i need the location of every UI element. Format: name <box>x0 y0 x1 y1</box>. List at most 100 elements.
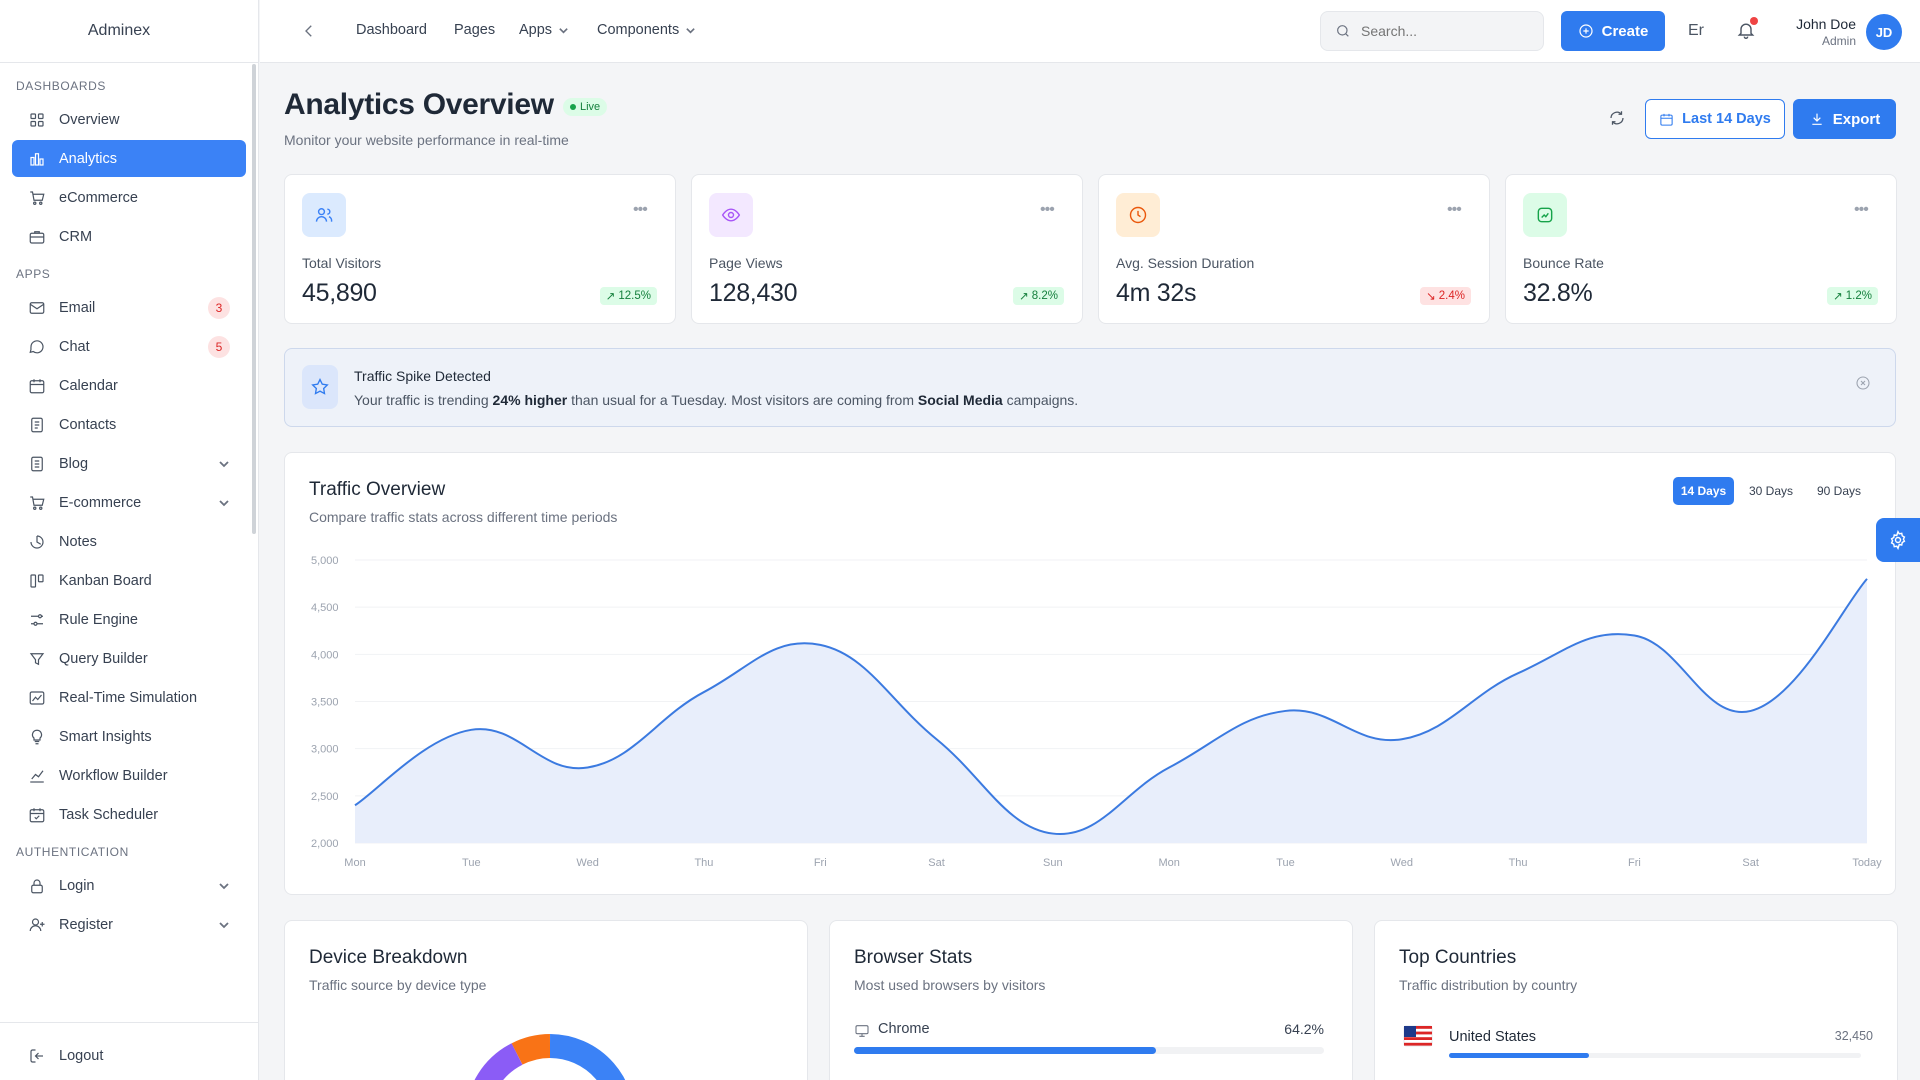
countries-title: Top Countries <box>1399 947 1517 968</box>
user-role: Admin <box>1821 34 1856 48</box>
stat-label: Bounce Rate <box>1523 255 1604 271</box>
sidebar-item-contacts[interactable]: Contacts <box>12 406 246 443</box>
stat-change-badge: ↗ 1.2% <box>1827 287 1878 305</box>
sidebar-item-label: Rule Engine <box>59 611 138 628</box>
stat-card-bounce-rate: ••• Bounce Rate 32.8% ↗ 1.2% <box>1505 174 1897 324</box>
kanban-icon <box>28 572 46 590</box>
calendar-icon <box>1660 113 1673 126</box>
logout-label: Logout <box>59 1047 104 1064</box>
close-icon[interactable] <box>1855 375 1871 391</box>
sidebar-item-real-time-simulation[interactable]: Real-Time Simulation <box>12 679 246 716</box>
top-countries-card: Top Countries Traffic distribution by co… <box>1374 920 1898 1080</box>
country-bar-fill <box>1449 1053 1590 1058</box>
date-range-button[interactable]: Last 14 Days <box>1645 99 1785 139</box>
browser-bar-track <box>854 1047 1324 1054</box>
settings-button[interactable] <box>1876 518 1920 562</box>
brand-logo[interactable]: Adminex <box>0 0 258 63</box>
search-box <box>1320 11 1544 51</box>
sidebar-item-label: Smart Insights <box>59 728 152 745</box>
chevron-left-icon[interactable] <box>300 22 320 42</box>
tab-90-days[interactable]: 90 Days <box>1816 484 1862 498</box>
sidebar-item-register[interactable]: Register <box>12 906 246 943</box>
search-input[interactable] <box>1361 23 1531 39</box>
stat-label: Total Visitors <box>302 255 382 271</box>
sidebar-item-task-scheduler[interactable]: Task Scheduler <box>12 796 246 833</box>
nav-apps[interactable]: Apps <box>519 22 569 38</box>
sidebar-section-title: APPS <box>16 267 51 281</box>
sidebar-item-chat[interactable]: Chat 5 <box>12 328 246 365</box>
date-range-label: Last 14 Days <box>1682 111 1771 127</box>
create-button[interactable]: Create <box>1561 11 1665 51</box>
chevron-down-icon[interactable] <box>218 497 230 509</box>
nav-dashboard[interactable]: Dashboard <box>356 22 427 38</box>
x-tick-label: Tue <box>1276 857 1295 869</box>
more-options-icon[interactable]: ••• <box>1854 201 1869 218</box>
tab-14-days[interactable]: 14 Days <box>1673 477 1734 505</box>
y-tick-label: 2,500 <box>311 791 339 803</box>
sidebar-item-label: Chat <box>59 338 90 355</box>
chevron-down-icon[interactable] <box>218 919 230 931</box>
sidebar: Adminex DASHBOARDS Overview Analytics eC… <box>0 0 259 1080</box>
chevron-down-icon <box>559 27 568 34</box>
sidebar-item-workflow-builder[interactable]: Workflow Builder <box>12 757 246 794</box>
more-options-icon[interactable]: ••• <box>633 201 648 218</box>
nav-components[interactable]: Components <box>597 22 696 38</box>
nav-pages[interactable]: Pages <box>454 22 496 38</box>
traffic-title: Traffic Overview <box>309 479 446 500</box>
device-title: Device Breakdown <box>309 947 468 968</box>
sidebar-item-overview[interactable]: Overview <box>12 101 246 138</box>
sidebar-item-ecommerce[interactable]: eCommerce <box>12 179 246 216</box>
sidebar-item-blog[interactable]: Blog <box>12 445 246 482</box>
sidebar-item-kanban-board[interactable]: Kanban Board <box>12 562 246 599</box>
stat-change-value: 12.5% <box>618 290 651 302</box>
alert-title: Traffic Spike Detected <box>354 368 491 384</box>
sidebar-item-query-builder[interactable]: Query Builder <box>12 640 246 677</box>
stat-change-badge: ↗ 12.5% <box>599 287 657 305</box>
calendar-icon <box>28 377 46 395</box>
sidebar-item-analytics[interactable]: Analytics <box>12 140 246 177</box>
sidebar-item-crm[interactable]: CRM <box>12 218 246 255</box>
language-switcher[interactable]: Er <box>1688 22 1704 39</box>
x-tick-label: Thu <box>1509 857 1528 869</box>
notification-button[interactable] <box>1736 17 1758 42</box>
country-name: United States <box>1449 1029 1537 1045</box>
page-title: Analytics Overview <box>284 88 554 121</box>
sidebar-item-e-commerce[interactable]: E-commerce <box>12 484 246 521</box>
image-chart-icon <box>28 689 46 707</box>
donut-segment-desktop <box>549 1034 626 1080</box>
eye-icon <box>709 193 753 237</box>
x-tick-label: Mon <box>344 857 365 869</box>
sidebar-item-label: Query Builder <box>59 650 148 667</box>
traffic-subtitle: Compare traffic stats across different t… <box>309 509 618 525</box>
stat-change-badge: ↗ 8.2% <box>1013 287 1064 305</box>
chevron-down-icon[interactable] <box>218 458 230 470</box>
logout-button[interactable]: Logout <box>12 1037 246 1074</box>
stat-value: 128,430 <box>709 279 798 307</box>
user-menu[interactable]: John Doe Admin JD <box>1775 10 1920 54</box>
sidebar-section-title: DASHBOARDS <box>16 79 107 93</box>
sidebar-scrollbar[interactable] <box>252 64 256 534</box>
cart-icon <box>28 494 46 512</box>
stat-card-total-visitors: ••• Total Visitors 45,890 ↗ 12.5% <box>284 174 676 324</box>
export-button[interactable]: Export <box>1793 99 1896 139</box>
refresh-icon[interactable] <box>1608 109 1630 131</box>
sidebar-item-label: Contacts <box>59 416 117 433</box>
star-icon <box>302 365 338 409</box>
sidebar-item-notes[interactable]: Notes <box>12 523 246 560</box>
tab-30-days[interactable]: 30 Days <box>1748 484 1794 498</box>
x-tick-label: Sun <box>1043 857 1063 869</box>
sidebar-item-login[interactable]: Login <box>12 867 246 904</box>
page-subtitle: Monitor your website performance in real… <box>284 132 569 148</box>
more-options-icon[interactable]: ••• <box>1040 201 1055 218</box>
stat-change-value: 8.2% <box>1031 290 1058 302</box>
alert-msg-part: Your traffic is trending <box>354 392 493 408</box>
user-names: John Doe Admin <box>1796 16 1856 48</box>
export-label: Export <box>1832 110 1881 128</box>
chevron-down-icon[interactable] <box>218 880 230 892</box>
sidebar-item-calendar[interactable]: Calendar <box>12 367 246 404</box>
sidebar-item-email[interactable]: Email 3 <box>12 289 246 326</box>
more-options-icon[interactable]: ••• <box>1447 201 1462 218</box>
sidebar-item-rule-engine[interactable]: Rule Engine <box>12 601 246 638</box>
y-tick-label: 3,500 <box>311 697 339 709</box>
sidebar-item-smart-insights[interactable]: Smart Insights <box>12 718 246 755</box>
